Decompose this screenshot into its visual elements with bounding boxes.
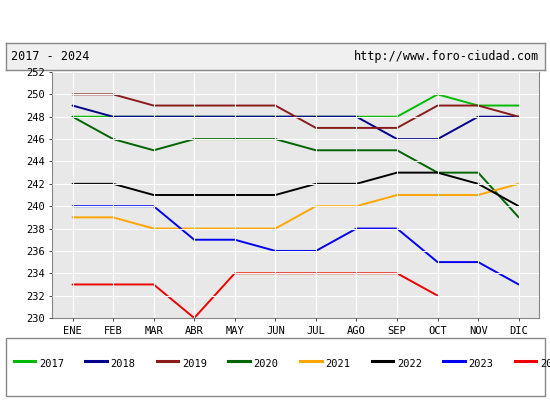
Text: 2017: 2017 — [39, 359, 64, 369]
Text: Evolucion num de emigrantes en Azuaga: Evolucion num de emigrantes en Azuaga — [113, 13, 437, 29]
Text: 2022: 2022 — [397, 359, 422, 369]
Text: 2017 - 2024: 2017 - 2024 — [11, 50, 89, 63]
Text: 2024: 2024 — [540, 359, 550, 369]
Text: 2019: 2019 — [182, 359, 207, 369]
Text: http://www.foro-ciudad.com: http://www.foro-ciudad.com — [354, 50, 539, 63]
Text: 2018: 2018 — [111, 359, 135, 369]
Text: 2020: 2020 — [254, 359, 279, 369]
Text: 2021: 2021 — [326, 359, 350, 369]
Text: 2023: 2023 — [469, 359, 493, 369]
